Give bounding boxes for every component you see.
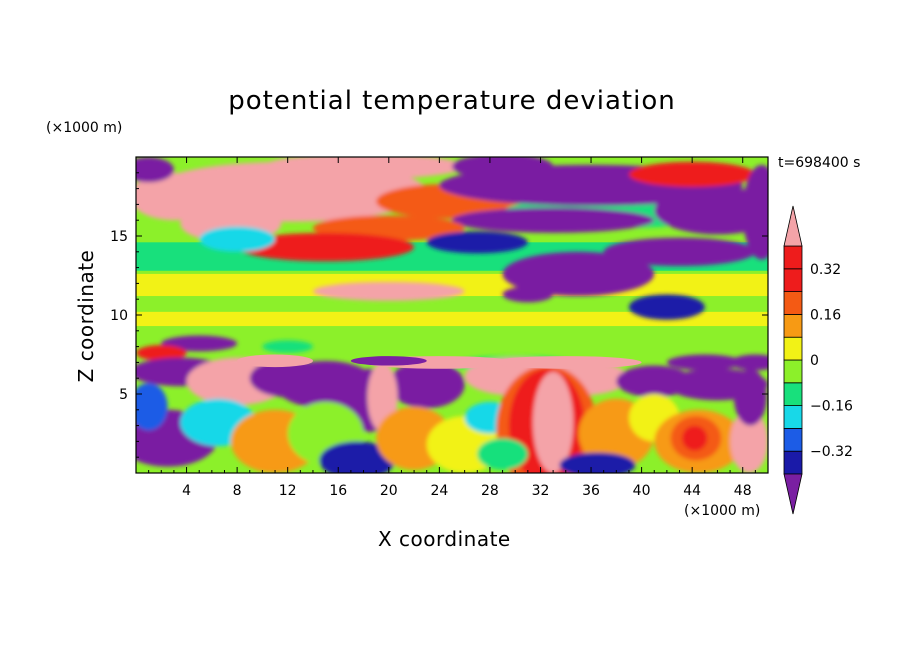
contour-blob — [666, 354, 743, 371]
contour-blob — [136, 345, 187, 361]
colorbar-extend-min — [783, 473, 803, 515]
x-tick-label: 32 — [532, 483, 550, 499]
contour-field — [136, 157, 768, 473]
colorbar-segment — [783, 382, 803, 406]
colorbar-label: 0.16 — [810, 307, 841, 323]
y-tick-label: 15 — [110, 229, 128, 245]
contour-blobs — [136, 157, 768, 473]
x-tick-label: 48 — [734, 483, 752, 499]
x-tick-label: 40 — [633, 483, 651, 499]
contour-blob — [559, 452, 636, 473]
contour-blob — [199, 226, 276, 252]
contour-blob — [733, 368, 767, 426]
colorbar-segment — [783, 336, 803, 361]
contour-blob — [136, 172, 219, 221]
contour-blob — [628, 294, 705, 320]
x-tick-label: 36 — [582, 483, 600, 499]
colorbar-segment — [783, 427, 803, 452]
contour-blob — [742, 164, 768, 260]
contour-blob — [502, 286, 554, 303]
contour-blob — [682, 425, 708, 451]
x-axis-label: X coordinate — [378, 527, 511, 551]
contour-blob — [262, 157, 465, 180]
x-tick-label: 20 — [380, 483, 398, 499]
colorbar-label: −0.16 — [810, 399, 853, 415]
contour-blob — [654, 187, 768, 235]
x-unit-label: (×1000 m) — [684, 503, 761, 519]
contour-blob — [489, 356, 642, 369]
colorbar-label: −0.32 — [810, 444, 853, 460]
y-axis: 5 10 15 — [110, 172, 768, 458]
contour-blob — [426, 231, 528, 254]
contour-blob — [730, 354, 768, 371]
contour-blob — [262, 340, 313, 353]
contour-band — [136, 311, 768, 327]
contour-blob — [388, 360, 465, 409]
contour-blob — [452, 207, 655, 233]
x-tick-label: 28 — [481, 483, 499, 499]
contour-blob — [730, 409, 768, 473]
chart-title: potential temperature deviation — [228, 86, 676, 116]
colorbar-segment — [783, 450, 803, 475]
contour-blob — [237, 232, 415, 262]
colorbar-segment — [783, 291, 803, 315]
colorbar-label: 0 — [810, 353, 819, 369]
y-axis-label: Z coordinate — [74, 249, 98, 383]
contour-blob — [319, 441, 396, 473]
colorbar: 0.32 0.16 0 −0.16 −0.32 — [783, 205, 853, 515]
time-label: t=698400 s — [778, 155, 861, 171]
contour-blob — [477, 438, 528, 470]
x-tick-label: 4 — [182, 483, 191, 499]
y-tick-label: 5 — [119, 387, 128, 403]
colorbar-extend-max — [783, 205, 803, 247]
y-tick-label: 10 — [110, 308, 128, 324]
contour-blob — [502, 251, 655, 297]
colorbar-label: 0.32 — [810, 262, 841, 278]
colorbar-segment — [783, 268, 803, 292]
colorbar-segment — [783, 405, 803, 429]
contour-blob — [603, 237, 756, 267]
x-axis: 4 8 12 16 20 24 28 32 36 40 44 48 — [148, 157, 756, 499]
contour-blob — [161, 335, 238, 352]
contour-blob — [628, 161, 756, 188]
contour-blob — [136, 382, 168, 431]
y-unit-label: (×1000 m) — [46, 120, 123, 136]
colorbar-segment — [783, 359, 803, 384]
x-tick-label: 8 — [233, 483, 242, 499]
contour-blob — [312, 281, 465, 301]
contour-blob — [452, 157, 554, 180]
contour-blob — [237, 354, 313, 368]
contour-blob — [136, 157, 174, 183]
x-tick-label: 44 — [683, 483, 701, 499]
contour-blob — [532, 371, 574, 473]
x-tick-label: 16 — [329, 483, 347, 499]
colorbar-segment — [783, 313, 803, 338]
x-tick-label: 24 — [430, 483, 448, 499]
x-tick-label: 12 — [279, 483, 297, 499]
contour-blob — [350, 356, 427, 366]
colorbar-segment — [783, 245, 803, 270]
